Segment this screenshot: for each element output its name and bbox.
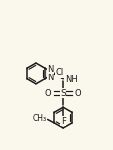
Text: Cl: Cl	[55, 68, 63, 77]
Text: CH₃: CH₃	[32, 114, 46, 123]
Text: O: O	[74, 89, 81, 98]
Text: N: N	[47, 73, 53, 82]
Text: O: O	[44, 89, 51, 98]
Text: S: S	[60, 89, 65, 98]
Text: N: N	[47, 64, 53, 74]
Text: F: F	[60, 117, 65, 126]
Text: NH: NH	[64, 75, 77, 84]
